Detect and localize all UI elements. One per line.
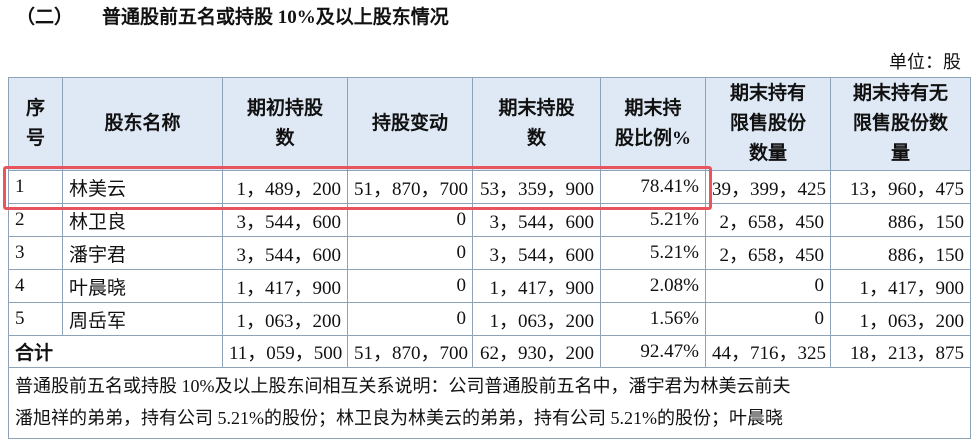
highlight-box xyxy=(3,166,712,210)
header-text: 数量 xyxy=(748,143,787,164)
header-text: 号 xyxy=(25,128,45,149)
cell: 叶晨晓 xyxy=(62,269,223,303)
section-text: 普通股前五名或持股 10%及以上股东情况 xyxy=(102,7,449,28)
header-text: 持股变动 xyxy=(371,113,448,134)
cell: 3，544，600 xyxy=(472,236,601,270)
cell: 1，063，200 xyxy=(472,302,601,336)
header-text: 限售股份 xyxy=(729,113,806,134)
header-text: 股东名称 xyxy=(104,113,181,134)
cell: 1.56% xyxy=(600,302,706,336)
cell: 4 xyxy=(8,269,63,303)
data-row: 2 林卫良 3，544，600 0 3，544，600 5.21% 2，658，450 886… xyxy=(8,203,971,237)
header-text: 限售股份数 xyxy=(852,113,948,134)
data-row: 1 林美云 1，489，200 51，870，700 53，359，900 78.41% 3… xyxy=(8,170,971,204)
header-text: 序 xyxy=(25,98,45,119)
cell: 886，150 xyxy=(830,236,971,270)
cell: 3，544，600 xyxy=(222,236,348,270)
cell: 1，063，200 xyxy=(830,302,971,336)
header-text: 期末持 xyxy=(624,98,682,119)
header-cell: 期初持股数 xyxy=(222,77,348,171)
cell: 39，399，425 xyxy=(705,170,831,204)
total-row: 合计 11，059，500 51，870，700 62，930，200 92.47% 44… xyxy=(8,335,971,368)
header-text: 量 xyxy=(890,143,910,164)
total-cell: 合计 xyxy=(8,335,223,368)
cell: 周岳军 xyxy=(62,302,223,336)
total-cell: 62，930，200 xyxy=(472,335,601,368)
header-cell: 期末持股比例% xyxy=(600,77,706,171)
cell: 78.41% xyxy=(600,170,706,204)
cell: 53，359，900 xyxy=(472,170,601,204)
header-cell: 期末持有无限售股份数量 xyxy=(830,77,971,171)
cell: 0 xyxy=(705,302,831,336)
header-cell: 持股变动 xyxy=(347,77,473,171)
cell: 5 xyxy=(8,302,63,336)
header-text: 数 xyxy=(526,128,546,149)
cell: 1，417，900 xyxy=(472,269,601,303)
cell: 3 xyxy=(8,236,63,270)
cell: 5.21% xyxy=(600,236,706,270)
cell: 2.08% xyxy=(600,269,706,303)
header-text: 期末持有 xyxy=(729,83,806,104)
cell: 13，960，475 xyxy=(830,170,971,204)
header-cell: 期末持股数 xyxy=(472,77,601,171)
cell: 潘宇君 xyxy=(62,236,223,270)
header-cell: 股东名称 xyxy=(62,77,223,171)
cell: 2，658，450 xyxy=(705,236,831,270)
cell: 1 xyxy=(8,170,63,204)
cell: 0 xyxy=(347,269,473,303)
cell: 886，150 xyxy=(830,203,971,237)
data-row: 4 叶晨晓 1，417，900 0 1，417，900 2.08% 0 1，417，900 xyxy=(8,269,971,303)
cell: 1，417，900 xyxy=(222,269,348,303)
total-cell: 18，213，875 xyxy=(830,335,971,368)
unit-label: 单位：股 xyxy=(889,52,961,72)
header-text: 期末持股 xyxy=(498,98,575,119)
cell: 0 xyxy=(347,236,473,270)
data-row: 3 潘宇君 3，544，600 0 3，544，600 5.21% 2，658，450 886… xyxy=(8,236,971,270)
cell: 1，417，900 xyxy=(830,269,971,303)
cell: 1，063，200 xyxy=(222,302,348,336)
total-cell: 44，716，325 xyxy=(705,335,831,368)
note-row: 普通股前五名或持股 10%及以上股东间相互关系说明：公司普通股前五名中，潘宇君为… xyxy=(8,367,971,439)
cell: 0 xyxy=(347,302,473,336)
header-cell: 期末持有限售股份数量 xyxy=(705,77,831,171)
header-text: 数 xyxy=(275,128,295,149)
total-cell: 51，870，700 xyxy=(347,335,473,368)
header-row: 序号股东名称 期初持股数持股变动 期末持股数期末持 股比例% 期末持有 限售股份 数量 期末持… xyxy=(8,77,971,171)
header-text: 股比例% xyxy=(614,128,691,149)
note-cell: 普通股前五名或持股 10%及以上股东间相互关系说明：公司普通股前五名中，潘宇君为… xyxy=(8,367,971,439)
section-number: （二） xyxy=(16,7,74,28)
cell: 0 xyxy=(705,269,831,303)
cell: 2，658，450 xyxy=(705,203,831,237)
data-row: 5 周岳军 1，063，200 0 1，063，200 1.56% 0 1，063，200 xyxy=(8,302,971,336)
header-text: 期初持股 xyxy=(246,98,323,119)
note-line: 潘旭祥的弟弟，持有公司 5.21%的股份；林卫良为林美云的弟弟，持有公司 5.2… xyxy=(15,408,783,428)
header-text: 期末持有无 xyxy=(852,83,948,104)
section-title: （二） 普通股前五名或持股 10%及以上股东情况 xyxy=(16,2,449,29)
header-cell: 序号 xyxy=(8,77,63,171)
note-line: 普通股前五名或持股 10%及以上股东间相互关系说明：公司普通股前五名中，潘宇君为… xyxy=(15,376,791,396)
total-cell: 11，059，500 xyxy=(222,335,348,368)
total-cell: 92.47% xyxy=(600,335,706,368)
shareholder-table: 序号股东名称 期初持股数持股变动 期末持股数期末持 股比例% 期末持有 限售股份 数量 期末持… xyxy=(8,77,971,439)
